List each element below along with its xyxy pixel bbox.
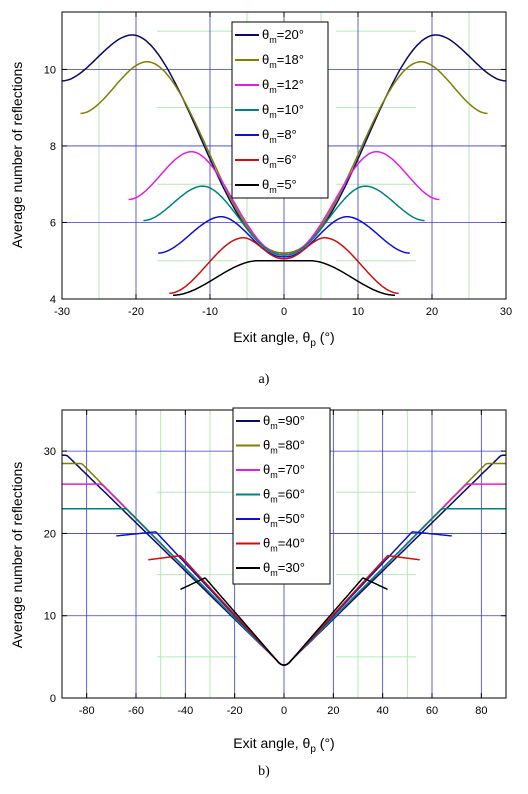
y-tick-label: 6 (50, 217, 56, 229)
x-tick-label: -40 (177, 705, 193, 717)
y-tick-label: 0 (50, 693, 56, 705)
x-tick-label: -20 (128, 306, 144, 318)
legend-label-4: θm=50° (263, 511, 305, 529)
legend-label-0: θm=20° (262, 27, 304, 45)
y-tick-label: 30 (44, 446, 56, 458)
legend-box (232, 407, 331, 585)
series-line-6 (173, 259, 395, 296)
legend-label-3: θm=10° (262, 102, 304, 120)
series-line-3 (143, 185, 425, 256)
x-tick-label: 80 (475, 705, 487, 717)
x-tick-label: 40 (377, 705, 389, 717)
series-line-5 (169, 237, 399, 295)
x-axis-label: Exit angle, θp (°) (233, 735, 334, 755)
legend-label-5: θm=6° (262, 152, 297, 170)
x-tick-label: 20 (327, 705, 339, 717)
panel-a-chart: -30 -20 -10 0 10 20 30 4 6 8 10 Average number of r… (9, 11, 512, 387)
legend-label-1: θm=80° (263, 438, 305, 456)
panel-b-chart: -80 -60 -40 -20 0 20 40 60 80 0 10 20 30 Average numb… (9, 407, 507, 779)
legend-label-5: θm=40° (263, 536, 305, 554)
x-tick-label: 0 (281, 705, 287, 717)
series-line-4 (158, 215, 410, 258)
x-tick-label: -60 (128, 705, 144, 717)
panel-caption: b) (258, 764, 270, 779)
y-tick-label: 10 (44, 611, 56, 623)
y-tick-label: 20 (44, 528, 56, 540)
x-tick-label: -30 (54, 306, 70, 318)
x-tick-label: -20 (227, 705, 243, 717)
series-line-1 (80, 61, 488, 254)
x-tick-label: -10 (202, 306, 218, 318)
legend-label-0: θm=90° (263, 413, 305, 431)
y-axis-label: Average number of reflections (9, 62, 25, 249)
x-tick-label: 20 (426, 306, 438, 318)
y-tick-label: 4 (50, 294, 56, 306)
panel-caption: a) (259, 372, 270, 387)
y-axis-label: Average number of reflections (9, 462, 25, 649)
x-tick-label: 60 (426, 705, 438, 717)
y-tick-label: 10 (44, 64, 56, 76)
legend-label-2: θm=12° (262, 77, 304, 95)
x-axis-label: Exit angle, θp (°) (233, 329, 334, 349)
legend-label-2: θm=70° (263, 462, 305, 480)
legend-label-6: θm=5° (262, 177, 297, 195)
x-tick-label: -80 (79, 705, 95, 717)
x-tick-label: 30 (500, 306, 512, 318)
y-tick-label: 8 (50, 141, 56, 153)
legend-label-6: θm=30° (263, 560, 305, 578)
legend: θm=90° θm=80° θm=70° θm=60° θm=50° θm=40° θm=3… (232, 407, 331, 585)
x-tick-label: 0 (281, 306, 287, 318)
legend: θm=20° θm=18° θm=12° θm=10° θm=8° θm=6° θm=5° (231, 21, 329, 199)
legend-label-4: θm=8° (262, 127, 297, 145)
legend-label-1: θm=18° (262, 52, 304, 70)
x-tick-label: 10 (352, 306, 364, 318)
series-line-6 (180, 577, 388, 666)
legend-label-3: θm=60° (263, 487, 305, 505)
